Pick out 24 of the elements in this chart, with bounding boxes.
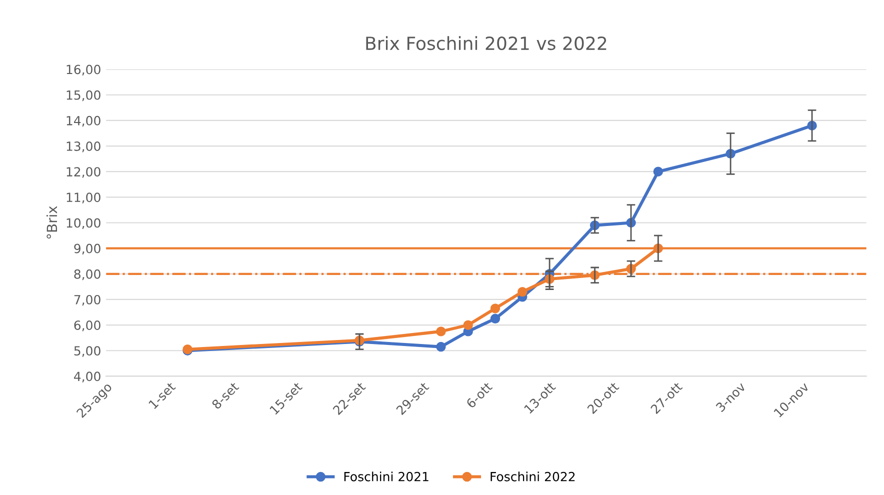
y-tick-label: 7,00	[74, 294, 100, 306]
y-tick-label: 14,00	[66, 116, 100, 127]
legend-label: Foschini 2021	[344, 472, 428, 482]
y-tick-label: 16,00	[66, 64, 100, 76]
point	[653, 166, 664, 176]
y-tick-label: 13,00	[66, 141, 100, 152]
chart-title: Brix Foschini 2021 vs 2022	[366, 36, 606, 50]
y-tick-label: 6,00	[74, 320, 100, 332]
point	[518, 286, 528, 297]
y-tick-label: 4,00	[74, 372, 100, 382]
y-tick-label: 12,00	[66, 167, 100, 178]
point	[490, 304, 500, 314]
y-tick-label: 10,00	[66, 218, 100, 229]
point	[436, 326, 446, 336]
y-tick-label: 15,00	[66, 90, 100, 102]
y-tick-label: 8,00	[74, 269, 100, 280]
legend-label: Foschini 2022	[490, 472, 575, 482]
y-tick-label: 11,00	[66, 192, 100, 204]
y-axis-title: °Brix	[46, 206, 57, 239]
point	[490, 314, 500, 324]
y-tick-label: 9,00	[74, 244, 100, 255]
point	[436, 342, 446, 352]
point	[463, 320, 473, 330]
y-tick-label: 5,00	[74, 346, 100, 357]
